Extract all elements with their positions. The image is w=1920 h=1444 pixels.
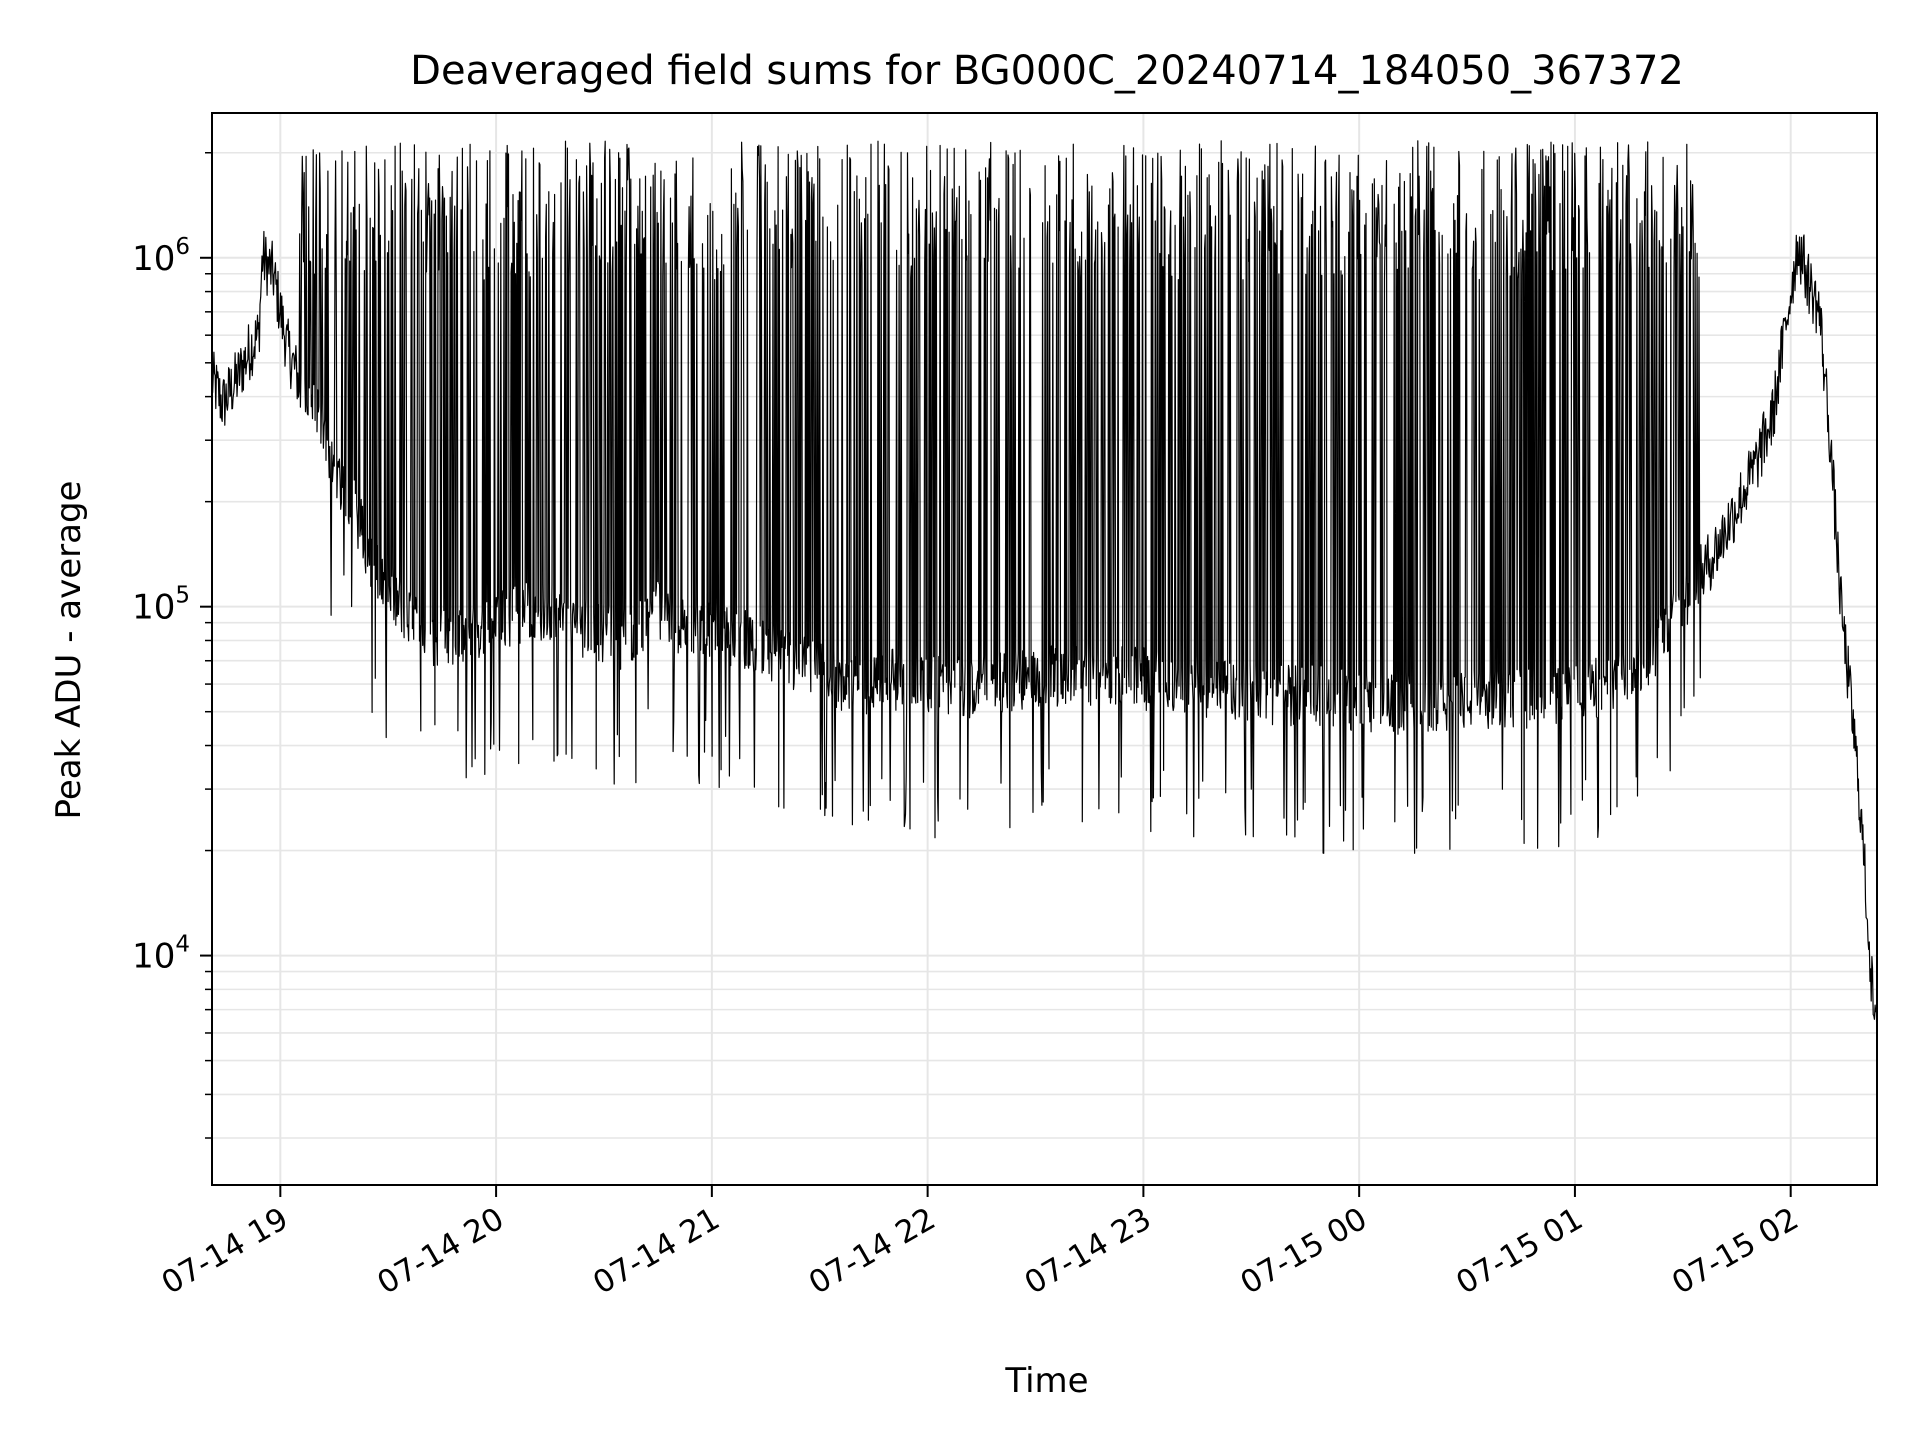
data-layer xyxy=(211,140,1878,1044)
chart-title: Deaveraged field sums for BG000C_2024071… xyxy=(410,48,1684,94)
series-line xyxy=(211,140,1878,1044)
y-tick-label: 104 xyxy=(132,932,190,977)
plot-frame xyxy=(211,112,1878,1186)
y-axis: 104 105 106 xyxy=(132,152,212,1139)
y-tick-label: 105 xyxy=(132,583,190,628)
y-axis-label: Peak ADU - average xyxy=(49,481,89,820)
y-tick-label: 106 xyxy=(132,234,190,279)
x-axis-label: Time xyxy=(1004,1361,1088,1401)
